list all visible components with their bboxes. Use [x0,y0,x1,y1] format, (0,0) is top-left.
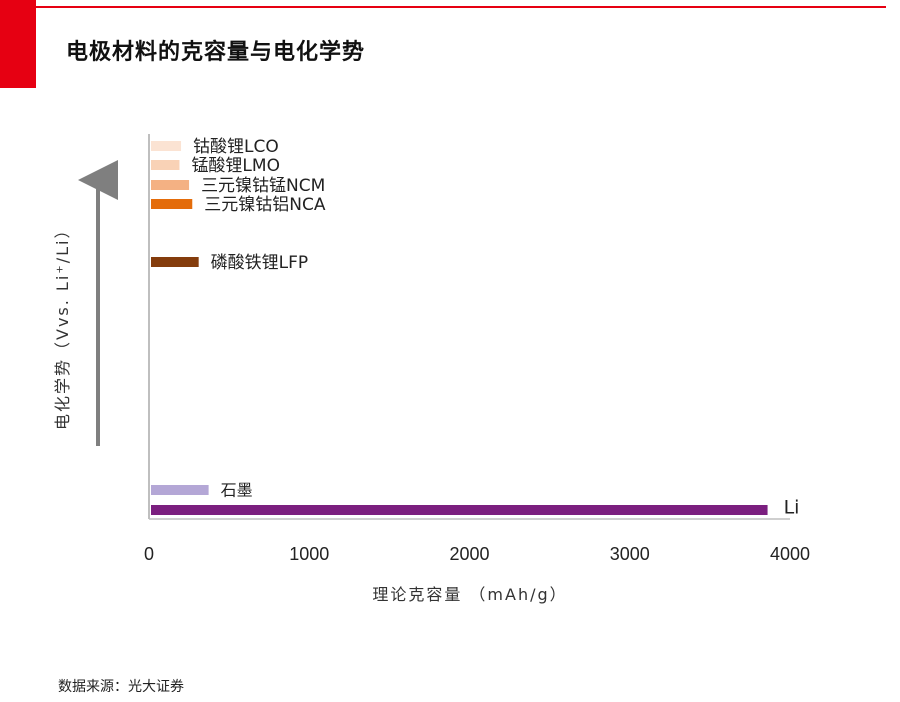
x-tick-label-3: 3000 [610,544,650,564]
y-axis-label: 电化学势（Vvs. Li⁺/Li） [53,221,72,430]
bar-label-1: 锰酸锂LMO [191,156,280,176]
bar-label-5: 石墨 [221,481,253,500]
header-rule [36,6,886,8]
x-tick-label-0: 0 [144,544,154,564]
slide-title: 电极材料的克容量与电化学势 [66,40,366,65]
bar-3 [151,199,193,209]
bar-1 [151,160,180,170]
x-tick-label-4: 4000 [770,544,810,564]
ticks-layer: 0 1000 2000 3000 4000 [144,544,810,564]
x-axis-label: 理论克容量 （mAh/g） [372,585,567,604]
x-tick-label-1: 1000 [289,544,329,564]
bar-5 [151,485,209,495]
bar-6 [151,505,768,515]
bar-4 [151,257,199,267]
bar-label-2: 三元镍钴锰NCM [201,176,325,196]
bar-label-0: 钴酸锂LCO [193,137,279,157]
x-tick-label-2: 2000 [449,544,489,564]
bar-0 [151,141,182,151]
bar-label-3: 三元镍钴铝NCA [204,195,326,215]
header-red-block [0,0,36,88]
source-note: 数据来源：光大证券 [58,679,184,695]
bar-2 [151,180,190,190]
bar-label-6: Li [784,497,800,519]
bar-label-4: 磷酸铁锂LFP [211,253,309,273]
